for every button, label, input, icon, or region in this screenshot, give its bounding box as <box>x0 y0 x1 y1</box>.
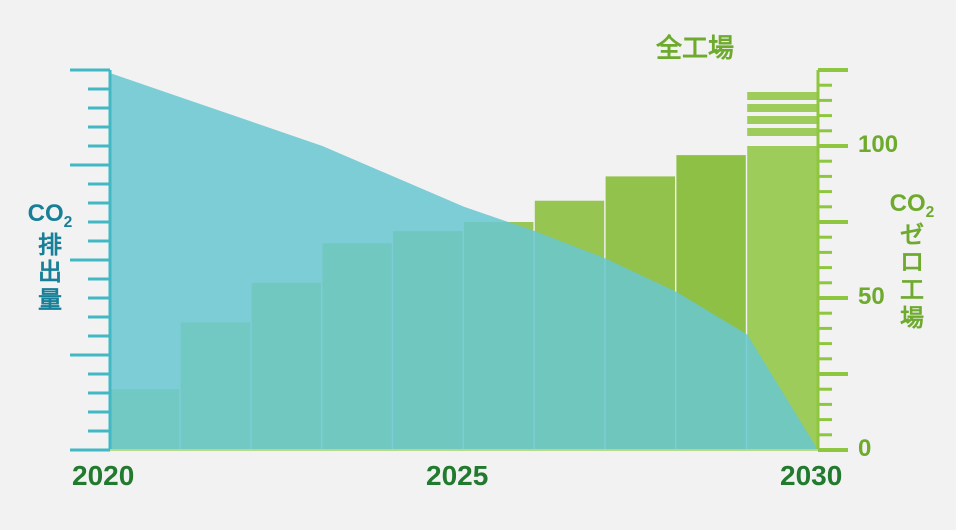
y-tick-label: 0 <box>858 435 871 463</box>
bar-final-stripe <box>747 104 816 112</box>
bar-final-stripe <box>747 116 816 124</box>
y-tick-label: 50 <box>858 283 885 311</box>
x-tick-label: 2025 <box>426 460 488 492</box>
chart-svg <box>0 0 956 530</box>
right-axis-label: CO2ゼロ工場 <box>882 190 942 332</box>
left-axis-label: CO2排出量 <box>20 200 80 315</box>
y-tick-label: 100 <box>858 131 898 159</box>
top-label: 全工場 <box>656 28 734 65</box>
x-tick-label: 2030 <box>780 460 842 492</box>
bar-final-stripe <box>747 128 816 136</box>
x-tick-label: 2020 <box>72 460 134 492</box>
bar-final-stripe <box>747 92 816 100</box>
